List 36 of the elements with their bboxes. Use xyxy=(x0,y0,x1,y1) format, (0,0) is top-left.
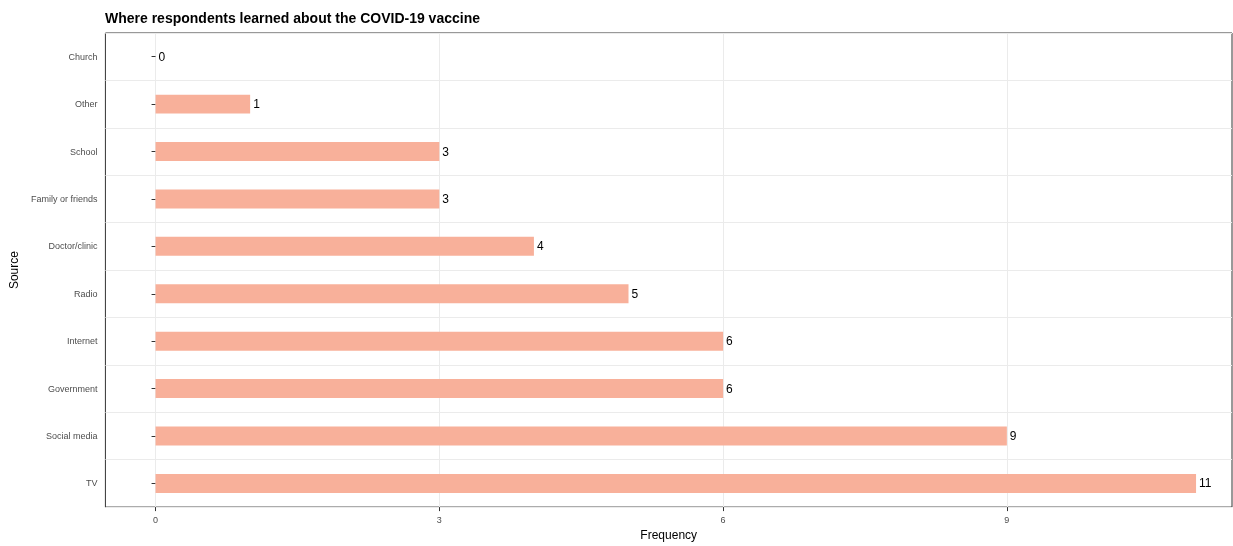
x-tick-label: 9 xyxy=(1004,514,1010,525)
y-tick-label: Social media xyxy=(45,430,98,441)
bar xyxy=(155,473,1197,493)
data-label: 9 xyxy=(1009,428,1017,443)
y-tick-label: Doctor/clinic xyxy=(48,241,98,252)
y-tick-label: TV xyxy=(85,478,98,489)
bar xyxy=(155,331,724,351)
bar xyxy=(155,284,629,304)
data-label: 3 xyxy=(442,191,450,206)
data-label: 11 xyxy=(1199,476,1212,491)
chart-title: Where respondents learned about the COVID-19 vaccine xyxy=(105,10,481,26)
x-tick-label: 3 xyxy=(436,514,442,525)
y-tick-label: Family or friends xyxy=(30,193,98,204)
x-tick-label: 0 xyxy=(153,514,159,525)
y-tick-label: Government xyxy=(47,383,98,394)
data-label: 6 xyxy=(726,381,734,396)
bar xyxy=(155,142,440,162)
x-tick-label: 6 xyxy=(720,514,726,525)
data-label: 5 xyxy=(631,286,639,301)
x-axis-title: Frequency xyxy=(640,528,698,542)
bar xyxy=(155,189,440,209)
bar xyxy=(155,379,724,399)
y-tick-label: Other xyxy=(74,99,98,110)
data-label: 1 xyxy=(253,97,261,112)
y-tick-label: School xyxy=(69,146,98,157)
y-axis-title: Source xyxy=(7,250,21,290)
data-label: 4 xyxy=(536,239,544,254)
y-tick-label: Radio xyxy=(73,288,98,299)
data-label: 3 xyxy=(442,144,450,159)
bar xyxy=(155,426,1007,446)
bar xyxy=(155,236,534,256)
data-label: 0 xyxy=(158,49,166,64)
y-tick-label: Church xyxy=(68,51,98,62)
data-label: 6 xyxy=(726,334,734,349)
bar xyxy=(155,94,251,114)
y-tick-label: Internet xyxy=(66,336,98,347)
